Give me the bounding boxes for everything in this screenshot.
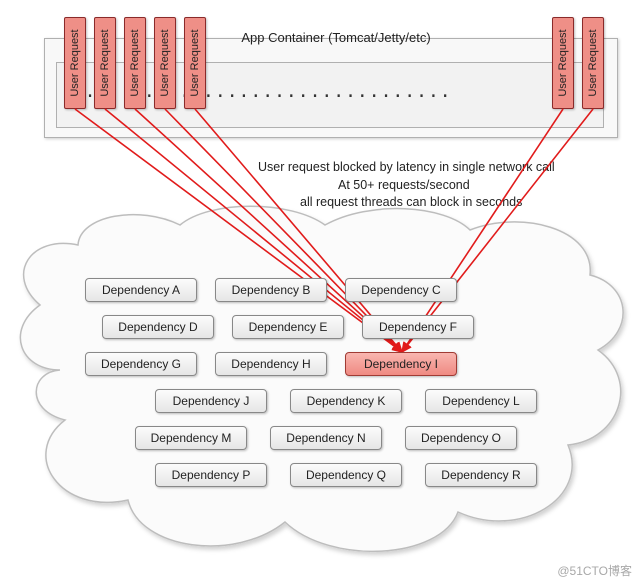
user-request-label: User Request [99, 29, 111, 96]
caption-line-2: At 50+ requests/second [338, 178, 470, 192]
dependency-a: Dependency A [85, 278, 197, 302]
dependency-g: Dependency G [85, 352, 197, 376]
dependency-c: Dependency C [345, 278, 457, 302]
user-request-label: User Request [159, 29, 171, 96]
dependency-q: Dependency Q [290, 463, 402, 487]
app-container-title: App Container (Tomcat/Jetty/etc) [226, 30, 446, 45]
dependency-p: Dependency P [155, 463, 267, 487]
dependency-h: Dependency H [215, 352, 327, 376]
dependency-j: Dependency J [155, 389, 267, 413]
user-request-2: User Request [94, 17, 116, 109]
user-request-1: User Request [64, 17, 86, 109]
dependency-f: Dependency F [362, 315, 474, 339]
diagram-root: App Container (Tomcat/Jetty/etc) .......… [0, 0, 640, 583]
dependency-l: Dependency L [425, 389, 537, 413]
caption-line-1: User request blocked by latency in singl… [258, 160, 555, 174]
dependency-i: Dependency I [345, 352, 457, 376]
user-request-7: User Request [582, 17, 604, 109]
dependency-k: Dependency K [290, 389, 402, 413]
watermark: @51CTO博客 [557, 562, 632, 579]
user-request-label: User Request [587, 29, 599, 96]
dependency-e: Dependency E [232, 315, 344, 339]
dependency-r: Dependency R [425, 463, 537, 487]
dependency-n: Dependency N [270, 426, 382, 450]
dependency-o: Dependency O [405, 426, 517, 450]
dependency-m: Dependency M [135, 426, 247, 450]
user-request-5: User Request [184, 17, 206, 109]
user-request-3: User Request [124, 17, 146, 109]
user-request-label: User Request [129, 29, 141, 96]
user-request-4: User Request [154, 17, 176, 109]
user-request-label: User Request [557, 29, 569, 96]
caption-line-3: all request threads can block in seconds [300, 195, 522, 209]
dependency-cloud [20, 206, 623, 551]
user-request-6: User Request [552, 17, 574, 109]
dependency-b: Dependency B [215, 278, 327, 302]
dependency-d: Dependency D [102, 315, 214, 339]
user-request-label: User Request [189, 29, 201, 96]
user-request-label: User Request [69, 29, 81, 96]
